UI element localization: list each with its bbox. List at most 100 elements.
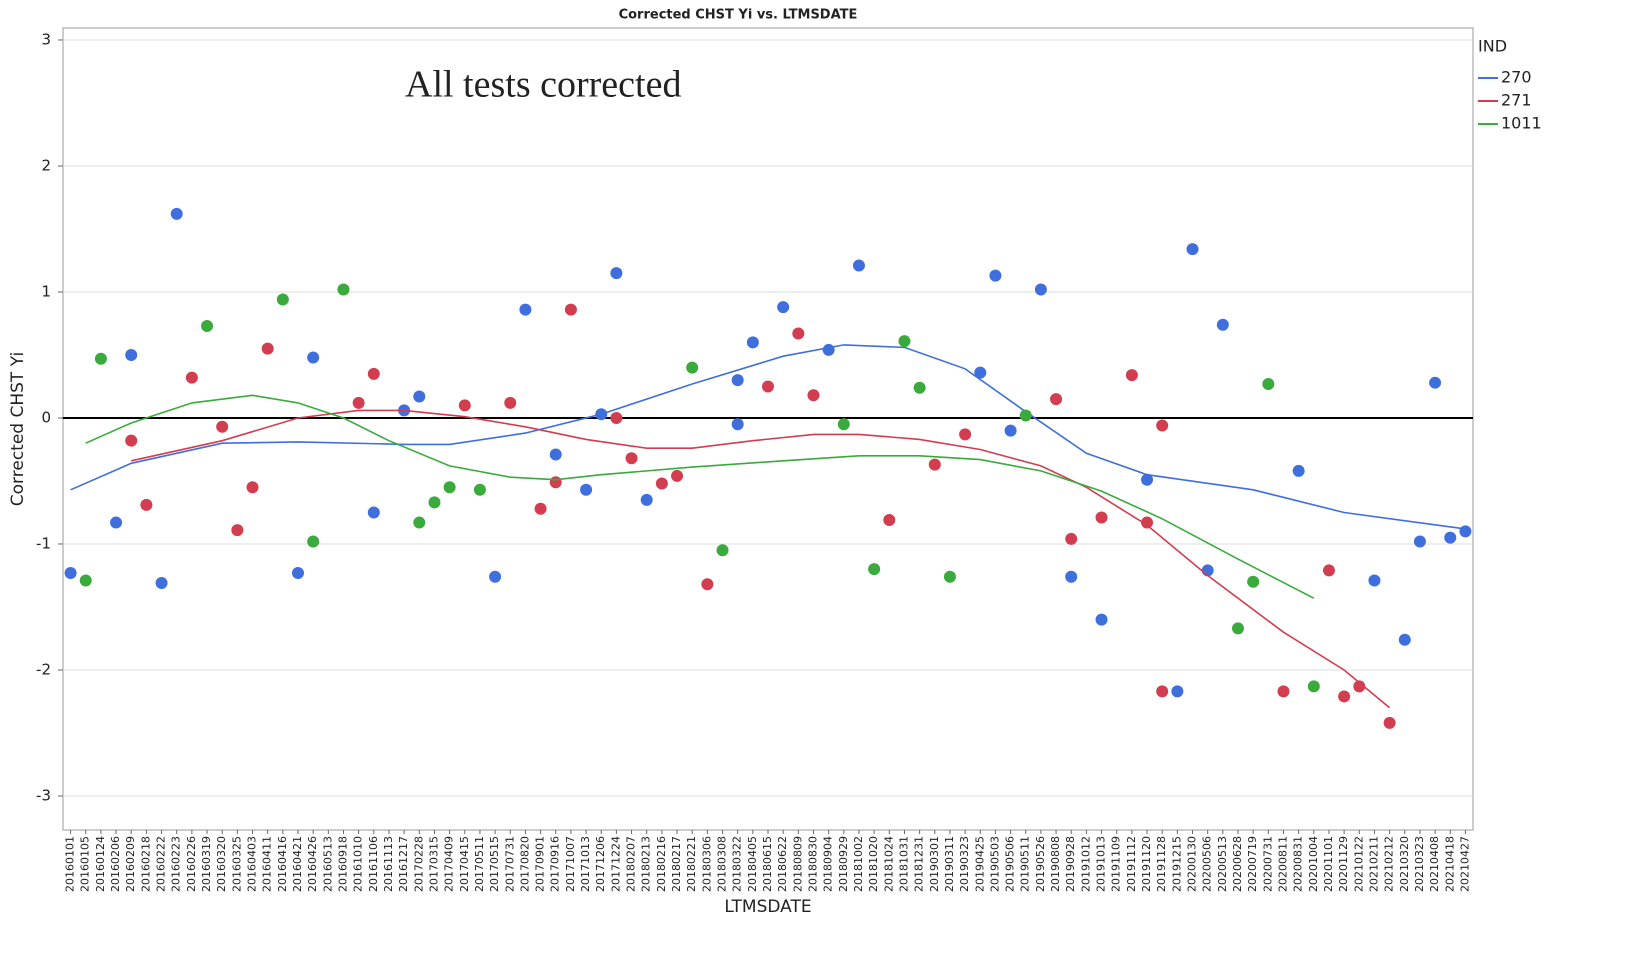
- point: [458, 399, 471, 412]
- plot-frame: [62, 27, 1474, 831]
- point: [807, 389, 820, 402]
- point: [307, 535, 320, 548]
- x-tick-label: 20160918: [336, 836, 349, 892]
- point: [655, 477, 668, 490]
- point: [686, 361, 699, 374]
- point: [883, 514, 896, 527]
- x-tick-label: 20170415: [458, 836, 471, 892]
- x-tick-label: 20180830: [806, 836, 819, 892]
- point: [822, 343, 835, 356]
- point: [1429, 376, 1442, 389]
- point: [1262, 377, 1275, 390]
- x-tick-label: 20160226: [185, 836, 198, 892]
- x-tick-label: 20170228: [412, 836, 425, 892]
- y-tick-label: 0: [41, 408, 51, 426]
- x-tick-label: 20170731: [503, 836, 516, 892]
- x-tick-label: 20180308: [716, 836, 729, 892]
- point: [1398, 633, 1411, 646]
- point: [413, 516, 426, 529]
- point: [852, 259, 865, 272]
- x-tick-label: 20200731: [1261, 836, 1274, 892]
- point: [792, 327, 805, 340]
- point: [1065, 570, 1078, 583]
- x-tick-label: 20190425: [973, 836, 986, 892]
- x-tick-label: 20181002: [852, 836, 865, 892]
- x-tick-label: 20160124: [94, 836, 107, 892]
- x-tick-label: 20190323: [958, 836, 971, 892]
- x-tick-label: 20191012: [1079, 836, 1092, 892]
- x-tick-label: 20210323: [1413, 836, 1426, 892]
- y-tick-label: 3: [41, 30, 51, 48]
- point: [170, 207, 183, 220]
- x-tick-label: 20160101: [64, 836, 77, 892]
- x-tick-label: 20190311: [943, 836, 956, 892]
- x-tick-label: 20180904: [822, 836, 835, 892]
- point: [367, 506, 380, 519]
- x-tick-label: 20180405: [746, 836, 759, 892]
- x-tick-label: 20180221: [685, 836, 698, 892]
- point: [928, 458, 941, 471]
- x-tick-label: 20200831: [1292, 836, 1305, 892]
- x-tick-label: 20160209: [124, 836, 137, 892]
- point: [1156, 419, 1169, 432]
- point: [125, 348, 138, 361]
- point: [1368, 574, 1381, 587]
- x-tick-label: 20210122: [1352, 836, 1365, 892]
- point: [564, 303, 577, 316]
- x-tick-label: 20210418: [1443, 836, 1456, 892]
- x-tick-label: 20210427: [1458, 836, 1471, 892]
- point: [140, 498, 153, 511]
- point: [1186, 243, 1199, 256]
- point: [231, 524, 244, 537]
- x-tick-label: 20191215: [1170, 836, 1183, 892]
- y-tick-label: -2: [36, 660, 51, 678]
- x-tick-label: 20200513: [1216, 836, 1229, 892]
- x-tick-label: 20180809: [791, 836, 804, 892]
- point: [1050, 393, 1063, 406]
- point: [443, 481, 456, 494]
- point: [246, 481, 259, 494]
- x-tick-label: 20190511: [1019, 836, 1032, 892]
- x-tick-label: 20180216: [655, 836, 668, 892]
- point: [1125, 369, 1138, 382]
- point: [125, 434, 138, 447]
- point: [94, 352, 107, 365]
- point: [64, 566, 77, 579]
- point: [367, 367, 380, 380]
- point: [671, 469, 684, 482]
- x-tick-label: 20180207: [625, 836, 638, 892]
- point: [1065, 532, 1078, 545]
- y-tick-label: 1: [41, 282, 51, 300]
- point: [261, 342, 274, 355]
- point: [974, 366, 987, 379]
- x-tick-label: 20180213: [640, 836, 653, 892]
- point: [1322, 564, 1335, 577]
- point: [1004, 424, 1017, 437]
- x-tick-label: 20160206: [109, 836, 122, 892]
- x-tick-label: 20170515: [488, 836, 501, 892]
- x-tick-label: 20160105: [79, 836, 92, 892]
- x-tick-label: 20171224: [609, 836, 622, 892]
- legend-title: IND: [1478, 37, 1507, 56]
- point: [549, 476, 562, 489]
- point: [1171, 685, 1184, 698]
- x-tick-label: 20191109: [1110, 836, 1123, 892]
- x-tick-label: 20161113: [382, 836, 395, 892]
- point: [1307, 680, 1320, 693]
- point: [1459, 525, 1472, 538]
- point: [716, 544, 729, 557]
- point: [595, 408, 608, 421]
- x-tick-label: 20210408: [1428, 836, 1441, 892]
- y-tick-label: -1: [36, 534, 51, 552]
- x-tick-label: 20171013: [579, 836, 592, 892]
- point: [777, 301, 790, 314]
- x-tick-label: 20191128: [1155, 836, 1168, 892]
- x-tick-label: 20201101: [1322, 836, 1335, 892]
- point: [1444, 531, 1457, 544]
- x-tick-label: 20160416: [276, 836, 289, 892]
- x-tick-label: 20170916: [549, 836, 562, 892]
- point: [428, 496, 441, 509]
- x-tick-label: 20160411: [261, 836, 274, 892]
- x-tick-label: 20190808: [1049, 836, 1062, 892]
